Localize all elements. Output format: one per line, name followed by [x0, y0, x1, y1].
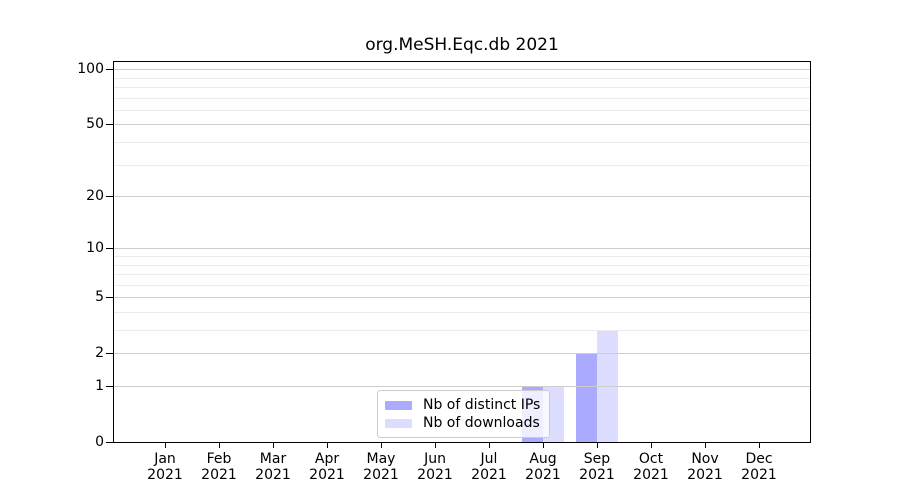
- x-tick-mark: [381, 443, 382, 448]
- y-tick-mark: [106, 353, 113, 354]
- month-label: Mar: [259, 451, 287, 467]
- x-tick-mark: [597, 443, 598, 448]
- legend-swatch-distinct-ips: [385, 400, 412, 410]
- legend-label-distinct-ips: Nb of distinct IPs: [423, 397, 541, 413]
- month-label: May: [366, 451, 396, 467]
- plot-area: Nb of distinct IPs Nb of downloads: [113, 61, 811, 443]
- year-label: 2021: [201, 467, 237, 483]
- x-tick-label-mar: Mar 2021: [243, 451, 303, 483]
- x-tick-mark: [165, 443, 166, 448]
- year-label: 2021: [633, 467, 669, 483]
- x-tick-mark: [489, 443, 490, 448]
- minor-gridline: [114, 256, 810, 257]
- year-label: 2021: [741, 467, 777, 483]
- year-label: 2021: [687, 467, 723, 483]
- month-label: Aug: [529, 451, 557, 467]
- major-gridline: [114, 69, 810, 70]
- y-tick-label: 100: [77, 61, 104, 77]
- month-label: Nov: [691, 451, 719, 467]
- month-label: Oct: [638, 451, 664, 467]
- x-tick-label-jan: Jan 2021: [135, 451, 195, 483]
- month-label: Jul: [480, 451, 498, 467]
- minor-gridline: [114, 142, 810, 143]
- major-gridline: [114, 124, 810, 125]
- chart-title: org.MeSH.Eqc.db 2021: [365, 35, 559, 55]
- y-tick-label: 50: [86, 116, 104, 132]
- x-tick-label-aug: Aug 2021: [513, 451, 573, 483]
- major-gridline: [114, 353, 810, 354]
- legend: Nb of distinct IPs Nb of downloads: [377, 390, 550, 438]
- month-label: Feb: [206, 451, 232, 467]
- x-tick-mark: [435, 443, 436, 448]
- x-tick-mark: [543, 443, 544, 448]
- month-label: Apr: [314, 451, 340, 467]
- y-tick-mark: [106, 124, 113, 125]
- x-tick-mark: [273, 443, 274, 448]
- year-label: 2021: [417, 467, 453, 483]
- y-tick-mark: [106, 69, 113, 70]
- minor-gridline: [114, 87, 810, 88]
- minor-gridline: [114, 110, 810, 111]
- minor-gridline: [114, 265, 810, 266]
- x-tick-label-jul: Jul 2021: [459, 451, 519, 483]
- legend-item-distinct-ips: Nb of distinct IPs: [385, 396, 541, 414]
- x-tick-label-may: May 2021: [351, 451, 411, 483]
- major-gridline: [114, 386, 810, 387]
- x-tick-label-feb: Feb 2021: [189, 451, 249, 483]
- year-label: 2021: [525, 467, 561, 483]
- year-label: 2021: [471, 467, 507, 483]
- y-tick-label: 10: [86, 240, 104, 256]
- x-tick-mark: [327, 443, 328, 448]
- y-tick-mark: [106, 248, 113, 249]
- legend-item-downloads: Nb of downloads: [385, 414, 541, 432]
- minor-gridline: [114, 165, 810, 166]
- major-gridline: [114, 297, 810, 298]
- major-gridline: [114, 196, 810, 197]
- year-label: 2021: [147, 467, 183, 483]
- y-tick-label: 20: [86, 188, 104, 204]
- minor-gridline: [114, 98, 810, 99]
- month-label: Sep: [583, 451, 611, 467]
- x-tick-label-oct: Oct 2021: [621, 451, 681, 483]
- year-label: 2021: [309, 467, 345, 483]
- y-tick-mark: [106, 297, 113, 298]
- x-tick-label-nov: Nov 2021: [675, 451, 735, 483]
- y-tick-label: 1: [95, 378, 104, 394]
- legend-label-downloads: Nb of downloads: [423, 415, 540, 431]
- x-tick-label-sep: Sep 2021: [567, 451, 627, 483]
- x-tick-mark: [759, 443, 760, 448]
- y-tick-mark: [106, 386, 113, 387]
- bar-sep-ips: [575, 353, 597, 442]
- y-tick-label: 2: [95, 345, 104, 361]
- x-tick-mark: [219, 443, 220, 448]
- y-tick-label: 5: [95, 289, 104, 305]
- month-label: Jun: [424, 451, 446, 467]
- grid-layer: [114, 62, 810, 442]
- year-label: 2021: [363, 467, 399, 483]
- y-tick-mark: [106, 442, 113, 443]
- year-label: 2021: [255, 467, 291, 483]
- minor-gridline: [114, 274, 810, 275]
- minor-gridline: [114, 312, 810, 313]
- minor-gridline: [114, 78, 810, 79]
- x-tick-label-apr: Apr 2021: [297, 451, 357, 483]
- month-label: Dec: [745, 451, 773, 467]
- major-gridline: [114, 248, 810, 249]
- minor-gridline: [114, 330, 810, 331]
- x-tick-label-jun: Jun 2021: [405, 451, 465, 483]
- month-label: Jan: [154, 451, 176, 467]
- x-tick-mark: [705, 443, 706, 448]
- legend-swatch-downloads: [385, 418, 412, 428]
- x-tick-label-dec: Dec 2021: [729, 451, 789, 483]
- y-tick-mark: [106, 196, 113, 197]
- x-tick-mark: [651, 443, 652, 448]
- y-tick-label: 0: [95, 434, 104, 450]
- minor-gridline: [114, 285, 810, 286]
- year-label: 2021: [579, 467, 615, 483]
